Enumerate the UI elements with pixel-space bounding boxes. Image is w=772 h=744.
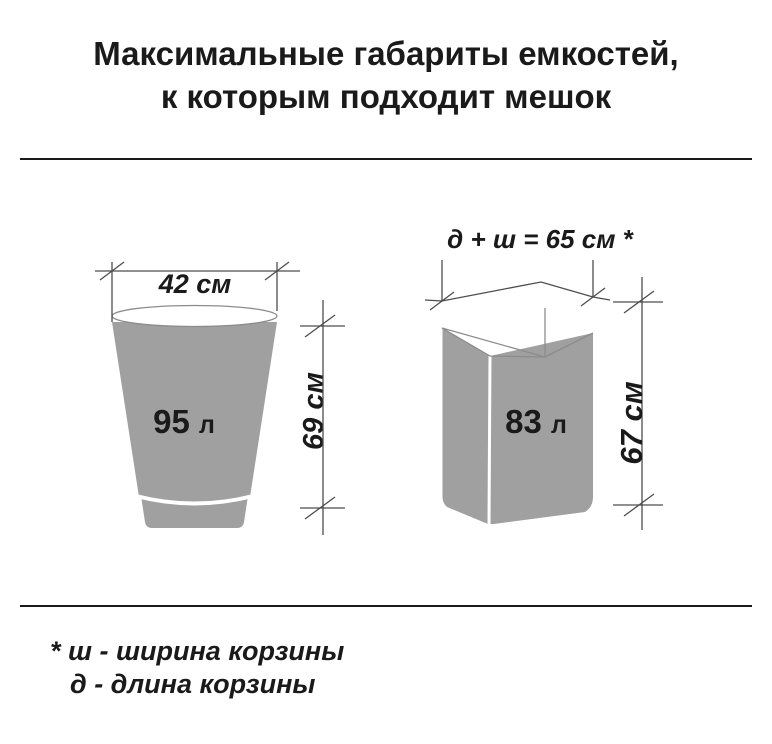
svg-text:69 см: 69 см [298, 372, 330, 450]
svg-text:д + ш = 65 см *: д + ш = 65 см * [447, 224, 635, 254]
svg-text:67 см: 67 см [614, 381, 649, 464]
svg-text:д - длина корзины: д - длина корзины [70, 669, 315, 699]
svg-text:42 см: 42 см [158, 269, 232, 299]
svg-text:* ш - ширина корзины: * ш - ширина корзины [50, 636, 344, 666]
